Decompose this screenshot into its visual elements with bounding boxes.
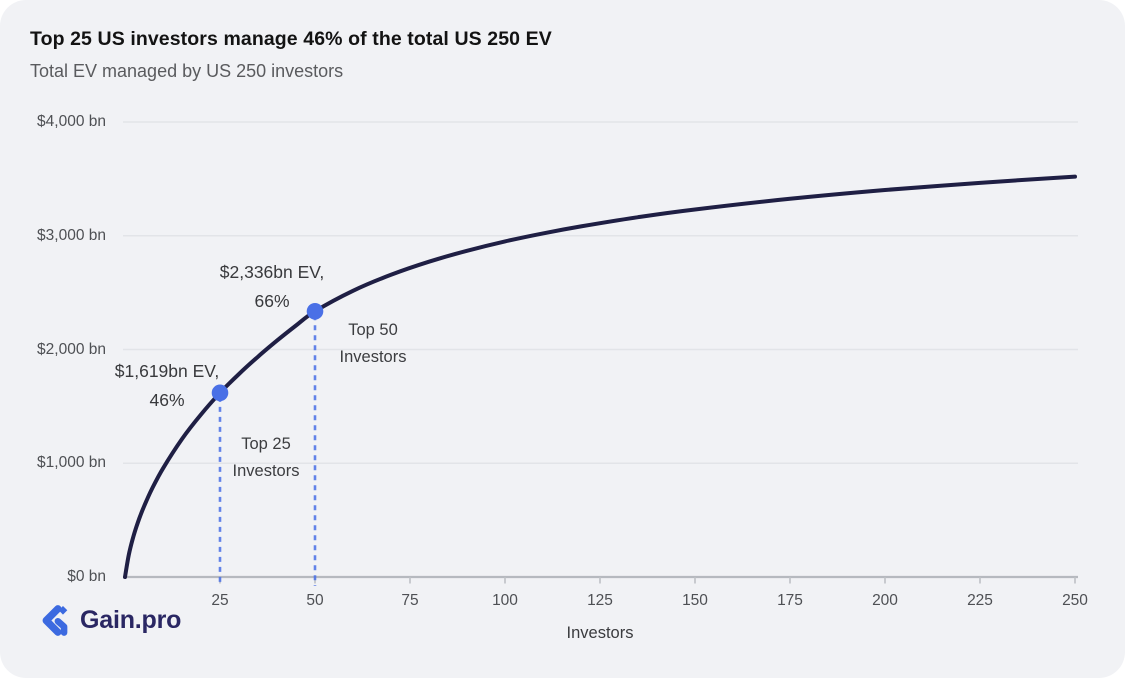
- annotation-top25-value: $1,619bn EV, 46%: [37, 357, 297, 415]
- x-tick-label: 25: [211, 592, 229, 609]
- annotation-top25-ev: $1,619bn EV,: [114, 361, 220, 381]
- gainpro-logo-icon: [42, 605, 68, 636]
- annotation-top25-group: Top 25 Investors: [186, 431, 346, 485]
- annotation-top50-ev: $2,336bn EV,: [219, 262, 325, 282]
- cumulative-ev-curve: [123, 174, 1077, 579]
- highlight-point: [211, 384, 229, 402]
- annotation-top50-group-line1: Top 50: [348, 321, 398, 339]
- annotation-top50-group-line2: Investors: [339, 348, 407, 366]
- chart-subtitle: Total EV managed by US 250 investors: [30, 61, 344, 81]
- annotation-top25-group-line1: Top 25: [241, 435, 291, 453]
- y-tick-label: $4,000 bn: [37, 113, 106, 130]
- x-tick-label: 250: [1062, 592, 1088, 609]
- gainpro-logo-text: Gain.pro: [80, 606, 182, 634]
- y-tick-label: $3,000 bn: [37, 226, 106, 244]
- y-tick-label: $1,000 bn: [37, 454, 106, 472]
- x-tick-label: 100: [492, 592, 518, 609]
- annotation-top25-group-line2: Investors: [232, 462, 300, 480]
- annotation-top50-value: $2,336bn EV, 66%: [142, 258, 402, 316]
- annotation-top50-group: Top 50 Investors: [293, 317, 453, 371]
- x-tick-label: 150: [682, 592, 708, 609]
- annotation-top50-pct: 66%: [254, 291, 290, 311]
- highlight-point: [306, 302, 324, 320]
- x-tick-label: 200: [872, 592, 898, 609]
- y-tick-label: $0 bn: [67, 568, 106, 585]
- x-tick-label: 50: [306, 592, 324, 609]
- x-tick-label: 225: [967, 592, 993, 609]
- chart-title: Top 25 US investors manage 46% of the to…: [30, 28, 552, 50]
- annotation-top25-pct: 46%: [149, 390, 185, 410]
- x-axis-title: Investors: [566, 624, 634, 642]
- x-tick-label: 125: [587, 592, 613, 609]
- x-tick-label: 175: [777, 592, 803, 609]
- x-tick-label: 75: [401, 592, 419, 609]
- y-tick-label: $2,000 bn: [37, 340, 106, 358]
- gainpro-logo: Gain.pro: [36, 603, 181, 638]
